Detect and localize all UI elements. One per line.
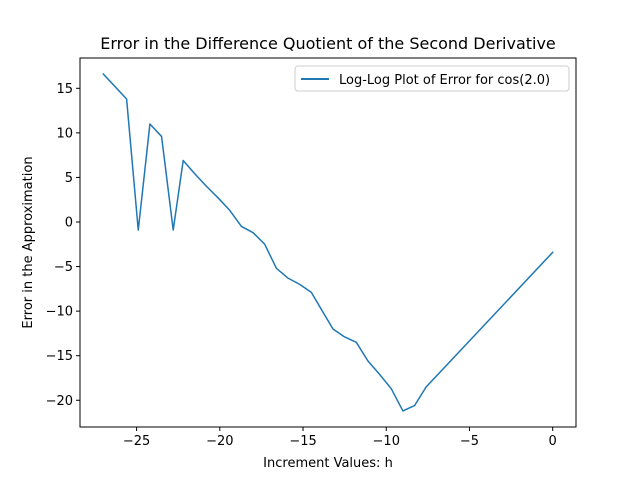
chart-title: Error in the Difference Quotient of the …: [100, 34, 556, 53]
legend: Log-Log Plot of Error for cos(2.0): [294, 65, 570, 92]
x-axis-label: Increment Values: h: [263, 456, 393, 471]
x-tick-label: −20: [206, 434, 233, 449]
y-tick-label: 5: [65, 171, 73, 186]
x-tick-label: −25: [123, 434, 150, 449]
plot-area: [102, 72, 554, 412]
x-axis-ticks: −25 −20 −15 −10 −5 0: [123, 427, 557, 449]
x-tick-label: −15: [289, 434, 316, 449]
y-tick-label: 0: [65, 216, 73, 231]
axes-frame: [79, 57, 577, 428]
y-axis-label: Error in the Approximation: [21, 156, 36, 328]
y-tick-label: −15: [46, 349, 73, 364]
y-tick-label: −5: [54, 260, 73, 275]
legend-label: Log-Log Plot of Error for cos(2.0): [339, 73, 550, 88]
y-tick-label: 15: [56, 82, 73, 97]
y-axis-ticks: 15 10 5 0 −5 −10 −15 −20: [46, 82, 80, 409]
y-tick-label: 10: [56, 126, 73, 141]
x-tick-label: −5: [460, 434, 479, 449]
legend-box: [294, 65, 570, 92]
x-tick-label: 0: [549, 434, 557, 449]
x-tick-label: −10: [373, 434, 400, 449]
y-tick-label: −10: [46, 305, 73, 320]
series-line-0: [102, 72, 554, 412]
y-tick-label: −20: [46, 394, 73, 409]
